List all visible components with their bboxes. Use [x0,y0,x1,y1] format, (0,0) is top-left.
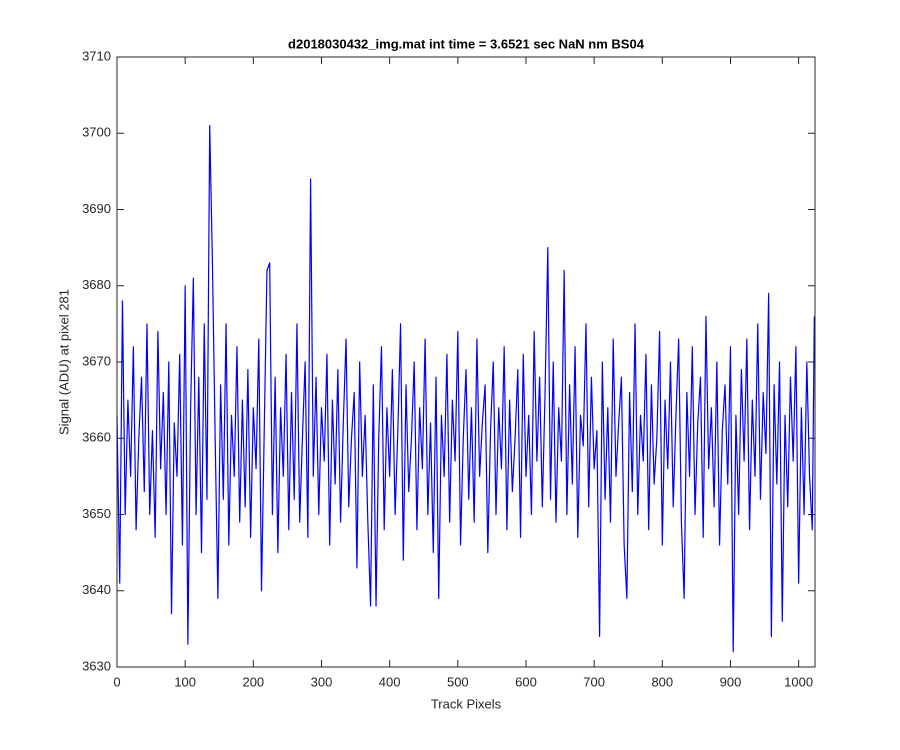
x-axis-label: Track Pixels [431,696,502,711]
x-tick-label: 0 [113,674,120,689]
y-tick-label: 3680 [82,277,111,292]
y-axis-label: Signal (ADU) at pixel 281 [56,289,71,435]
y-tick-label: 3690 [82,201,111,216]
x-tick-label: 500 [447,674,469,689]
axes-box [116,56,816,668]
y-tick-label: 3710 [82,48,111,63]
x-tick-label: 700 [583,674,605,689]
y-tick-label: 3640 [82,582,111,597]
data-line [116,125,815,653]
x-tick-label: 600 [515,674,537,689]
chart-title: d2018030432_img.mat int time = 3.6521 se… [288,36,645,51]
x-tick-label: 1000 [784,674,813,689]
y-tick-label: 3650 [82,506,111,521]
y-tick-label: 3630 [82,658,111,673]
x-tick-label: 900 [720,674,742,689]
x-tick-label: 300 [311,674,333,689]
y-tick-label: 3700 [82,125,111,140]
x-tick-label: 100 [174,674,196,689]
x-tick-label: 400 [379,674,401,689]
x-tick-label: 800 [651,674,673,689]
y-tick-label: 3660 [82,430,111,445]
y-tick-label: 3670 [82,353,111,368]
x-tick-label: 200 [242,674,264,689]
